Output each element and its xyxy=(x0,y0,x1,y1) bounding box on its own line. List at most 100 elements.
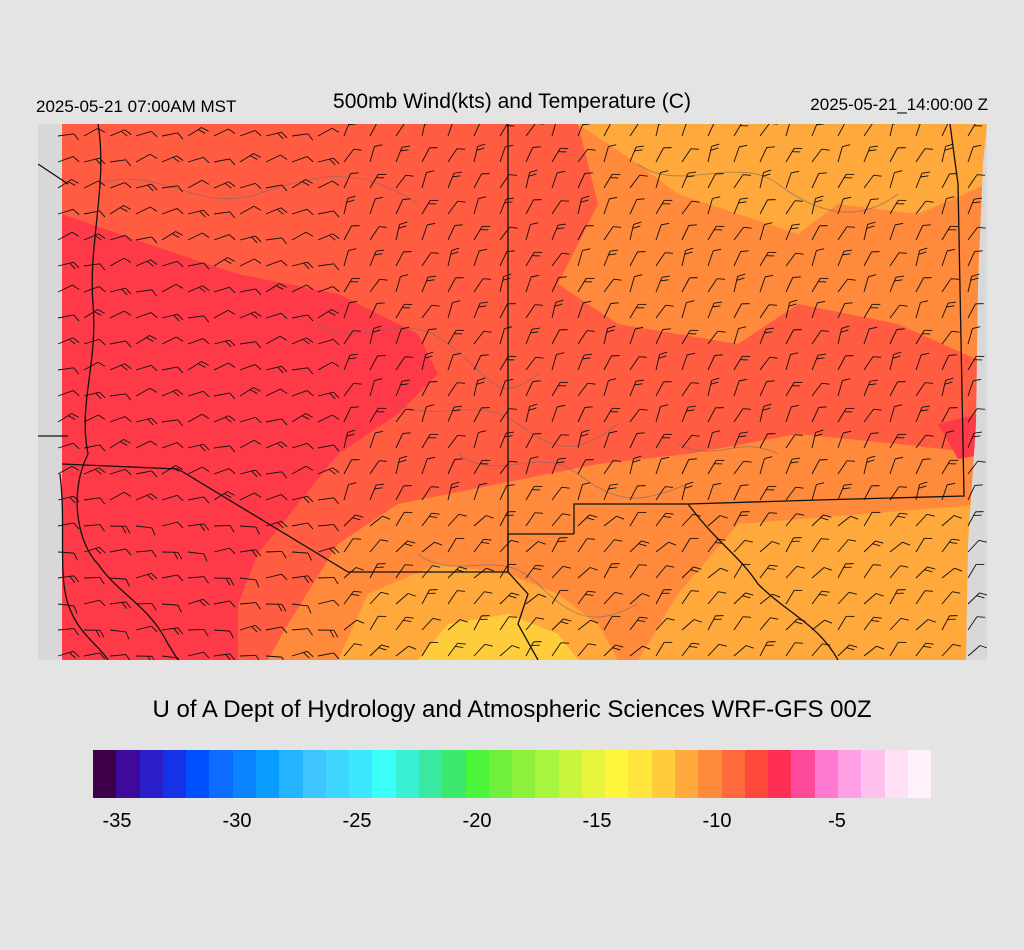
wind-barb xyxy=(525,433,542,449)
wind-barb xyxy=(343,538,362,553)
wind-barb xyxy=(655,351,668,371)
wind-barb xyxy=(421,541,443,553)
wind-barb xyxy=(655,617,675,631)
wind-barb xyxy=(239,387,261,397)
wind-barb xyxy=(655,170,669,189)
wind-barb xyxy=(629,356,648,371)
wind-barb xyxy=(941,124,950,137)
national-border xyxy=(687,503,839,660)
wind-barb xyxy=(83,576,105,585)
wind-barb xyxy=(681,513,701,527)
wind-barb xyxy=(967,326,981,345)
wind-barb xyxy=(239,258,262,267)
wind-barb xyxy=(603,591,623,605)
wind-barb xyxy=(57,156,80,163)
wind-barb xyxy=(83,414,106,423)
wind-barb xyxy=(109,468,132,476)
wind-barb xyxy=(83,210,106,218)
wind-barb xyxy=(395,174,414,189)
wind-barb xyxy=(473,143,486,163)
wind-barb xyxy=(83,629,105,638)
wind-barb xyxy=(317,444,340,452)
wind-barb xyxy=(655,222,670,241)
wind-barb xyxy=(83,467,106,475)
wind-barb xyxy=(473,196,487,215)
wind-barb xyxy=(759,169,772,189)
wind-barb xyxy=(83,157,106,166)
wind-barb xyxy=(811,643,831,657)
wind-barb xyxy=(785,223,801,241)
wind-barb xyxy=(135,470,158,478)
wind-barb xyxy=(187,466,210,475)
wind-barb xyxy=(603,124,612,137)
wind-barb xyxy=(135,335,157,345)
wind-barb xyxy=(343,225,360,241)
wind-barb xyxy=(57,413,79,423)
wind-barb xyxy=(499,460,518,475)
wind-barb xyxy=(187,523,210,531)
wind-barb xyxy=(941,377,954,397)
wind-barb xyxy=(733,431,749,449)
colorbar-swatch xyxy=(255,750,280,798)
missing-data-west xyxy=(38,124,62,660)
wind-barb xyxy=(421,222,436,241)
wind-barb xyxy=(941,482,956,501)
wind-barb xyxy=(967,226,986,241)
wind-barb xyxy=(525,304,544,319)
colorbar-swatch xyxy=(93,750,117,798)
wind-barb xyxy=(603,302,619,319)
wind-barb xyxy=(317,157,340,166)
colorbar-swatch xyxy=(558,750,582,798)
valid-time-local: 2025-05-21 07:00AM MST xyxy=(36,97,237,116)
wind-barb xyxy=(473,124,482,137)
wind-barb xyxy=(837,430,852,449)
wind-barb xyxy=(239,654,261,660)
temp-field-cold-west xyxy=(62,214,438,660)
temp-field-yellow-south xyxy=(418,614,578,660)
wind-barb xyxy=(135,655,157,660)
wind-barb xyxy=(57,133,80,141)
wind-barb xyxy=(733,378,748,397)
wind-barb xyxy=(941,615,958,631)
wind-barb xyxy=(889,275,905,293)
wind-barb xyxy=(447,434,466,449)
wind-barb xyxy=(317,576,339,585)
wind-barb xyxy=(187,232,210,241)
wind-barb xyxy=(551,565,571,579)
wind-barb xyxy=(941,643,961,657)
wind-barb xyxy=(863,540,884,553)
wind-barb xyxy=(707,143,720,163)
wind-barb xyxy=(577,590,596,605)
wind-barb xyxy=(343,172,359,189)
wind-barb xyxy=(395,124,406,137)
wind-barb xyxy=(343,429,356,449)
wind-barb xyxy=(239,182,262,190)
wind-barb xyxy=(161,260,184,268)
wind-barb xyxy=(551,147,569,163)
wind-barb xyxy=(213,257,235,267)
wind-barb xyxy=(759,356,778,371)
wind-barb xyxy=(161,521,184,529)
wind-barb xyxy=(707,567,729,579)
wind-barb xyxy=(161,366,184,374)
wind-barb xyxy=(967,460,986,475)
wind-barb xyxy=(733,592,754,605)
wind-barb xyxy=(915,247,928,267)
wind-barb xyxy=(941,248,956,267)
wind-barb xyxy=(551,589,569,605)
wind-barb xyxy=(759,222,773,241)
wind-barb xyxy=(889,617,909,631)
wind-barb xyxy=(161,442,184,449)
wind-barb xyxy=(785,618,806,631)
wind-barb xyxy=(655,199,673,215)
wind-barb xyxy=(421,433,439,449)
model-credit: U of A Dept of Hydrology and Atmospheric… xyxy=(152,696,872,723)
wind-barb xyxy=(863,511,881,527)
wind-barb xyxy=(837,355,854,371)
colorbar-swatch xyxy=(651,750,676,798)
wind-barb xyxy=(837,278,856,293)
wind-barb xyxy=(499,124,515,137)
wind-barb xyxy=(551,329,568,345)
wind-barb xyxy=(759,617,779,631)
colorbar-swatch xyxy=(744,750,769,798)
